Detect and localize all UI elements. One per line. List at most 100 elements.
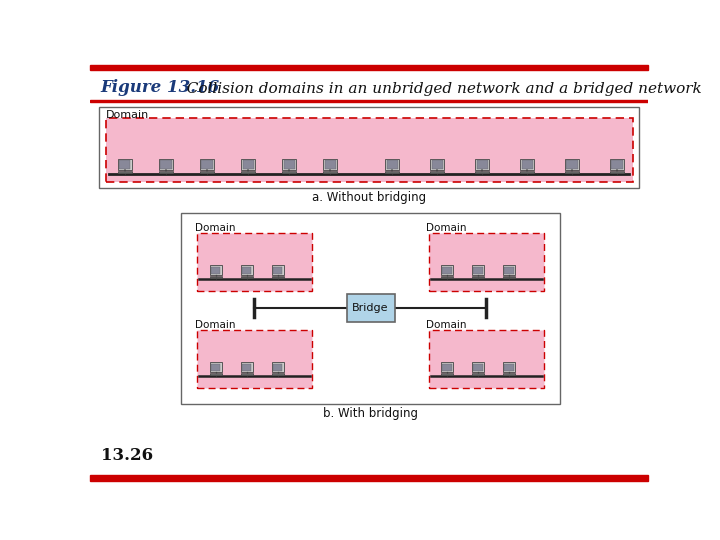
Bar xyxy=(565,159,579,170)
Bar xyxy=(240,374,253,375)
Text: a. Without bridging: a. Without bridging xyxy=(312,191,426,204)
Bar xyxy=(472,266,485,275)
Bar xyxy=(273,267,282,274)
Bar xyxy=(210,277,222,278)
Bar xyxy=(159,172,173,173)
Bar xyxy=(118,171,132,173)
Bar xyxy=(610,159,624,170)
Bar xyxy=(242,267,251,274)
Bar xyxy=(284,160,294,168)
FancyBboxPatch shape xyxy=(197,233,312,291)
Bar xyxy=(120,160,130,168)
Bar xyxy=(431,159,444,170)
Bar xyxy=(200,172,214,173)
Bar xyxy=(118,159,132,170)
Bar xyxy=(475,171,489,173)
Bar xyxy=(441,266,454,275)
Bar xyxy=(240,266,253,275)
Bar xyxy=(241,171,255,173)
Bar xyxy=(181,213,559,403)
Bar xyxy=(472,373,485,375)
Bar xyxy=(240,276,253,278)
Bar xyxy=(325,160,336,168)
Bar xyxy=(159,171,173,173)
Bar xyxy=(520,159,534,170)
Bar xyxy=(323,172,337,173)
Text: Domain: Domain xyxy=(194,224,235,233)
Bar xyxy=(472,277,485,278)
Bar xyxy=(565,172,579,173)
Text: Domain: Domain xyxy=(426,320,467,330)
Bar xyxy=(271,276,284,278)
Bar xyxy=(210,362,222,372)
Bar xyxy=(271,362,284,372)
Bar xyxy=(210,374,222,375)
Bar xyxy=(241,172,255,173)
Bar xyxy=(521,160,533,168)
Bar xyxy=(505,267,514,274)
FancyBboxPatch shape xyxy=(346,294,395,322)
Bar xyxy=(118,172,132,173)
Bar xyxy=(503,277,516,278)
Bar xyxy=(472,362,485,372)
FancyBboxPatch shape xyxy=(106,118,632,182)
Bar xyxy=(99,107,639,188)
Text: Domain: Domain xyxy=(194,320,235,330)
Bar xyxy=(385,171,399,173)
Bar xyxy=(611,160,623,168)
Bar xyxy=(271,277,284,278)
Text: Domain: Domain xyxy=(426,224,467,233)
Bar xyxy=(323,159,337,170)
Bar xyxy=(271,373,284,375)
Bar xyxy=(240,362,253,372)
Bar xyxy=(472,276,485,278)
Bar xyxy=(503,276,516,278)
Bar xyxy=(503,373,516,375)
Bar xyxy=(477,160,487,168)
Bar xyxy=(442,267,452,274)
Bar xyxy=(387,160,398,168)
Bar xyxy=(442,364,452,371)
Bar xyxy=(475,159,489,170)
Text: Collision domains in an unbridged network and a bridged network: Collision domains in an unbridged networ… xyxy=(177,82,701,96)
Bar xyxy=(210,276,222,278)
Bar xyxy=(200,159,214,170)
Text: Figure 13.16: Figure 13.16 xyxy=(101,79,220,96)
Bar xyxy=(90,475,648,481)
Bar xyxy=(441,373,454,375)
Bar xyxy=(271,266,284,275)
Bar xyxy=(474,267,483,274)
FancyBboxPatch shape xyxy=(197,330,312,388)
Bar xyxy=(210,373,222,375)
Bar xyxy=(431,160,443,168)
Text: b. With bridging: b. With bridging xyxy=(323,407,418,420)
Bar xyxy=(90,65,648,70)
Bar xyxy=(441,362,454,372)
Bar xyxy=(385,159,399,170)
Bar xyxy=(503,266,516,275)
Bar xyxy=(273,364,282,371)
Text: 13.26: 13.26 xyxy=(101,447,153,464)
Bar xyxy=(240,373,253,375)
Bar xyxy=(520,172,534,173)
Bar xyxy=(271,374,284,375)
Bar xyxy=(200,171,214,173)
Bar xyxy=(159,159,173,170)
Bar xyxy=(610,171,624,173)
Bar xyxy=(90,100,648,102)
Bar xyxy=(210,266,222,275)
Bar xyxy=(610,172,624,173)
Bar xyxy=(385,172,399,173)
Text: Bridge: Bridge xyxy=(352,303,389,313)
Bar xyxy=(441,374,454,375)
Bar xyxy=(282,159,296,170)
Bar xyxy=(503,374,516,375)
Bar xyxy=(503,362,516,372)
Bar xyxy=(474,364,483,371)
Bar xyxy=(323,171,337,173)
Text: Domain: Domain xyxy=(106,110,149,120)
FancyBboxPatch shape xyxy=(428,330,544,388)
FancyBboxPatch shape xyxy=(428,233,544,291)
Bar xyxy=(520,171,534,173)
Bar xyxy=(567,160,577,168)
